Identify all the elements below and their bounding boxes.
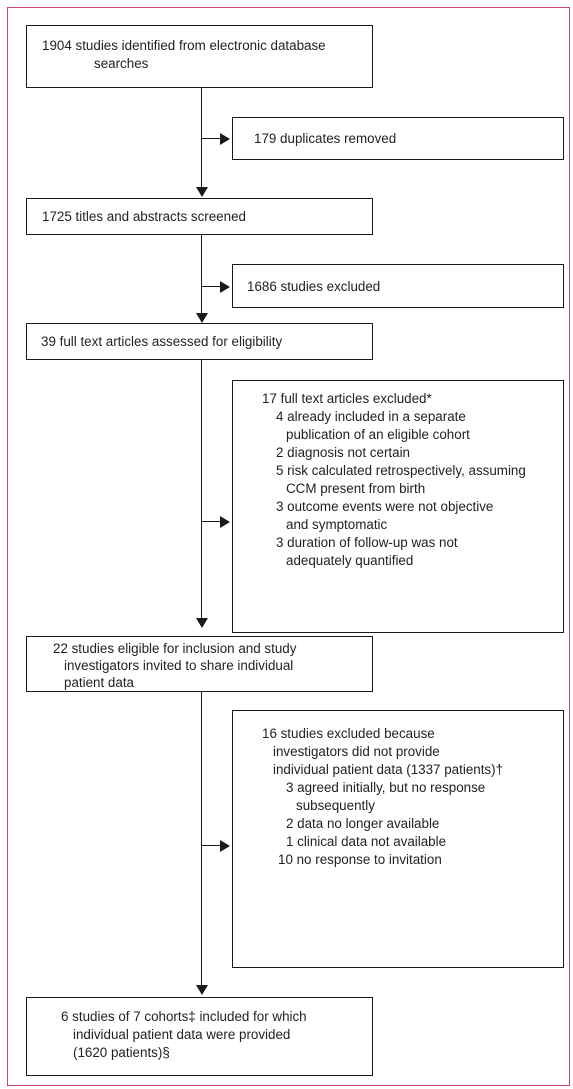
ipd-excluded-line: 3 agreed initially, but no response: [286, 780, 486, 795]
included-line-2: individual patient data were provided: [73, 1027, 291, 1042]
ipd-excluded-line: 2 data no longer available: [286, 816, 440, 831]
box-duplicates: 179 duplicates removed: [232, 117, 564, 160]
fulltext-excluded-item: 3 outcome events were not objective: [276, 499, 494, 514]
branch-line-ipd-excluded: [201, 845, 221, 847]
branch-line-excluded-screen: [201, 286, 221, 288]
arrow-right-ipd-excluded: [220, 840, 230, 852]
identified-line-2: searches: [94, 56, 149, 71]
fulltext-excluded-item: adequately quantified: [286, 553, 414, 568]
eligible-line-3: patient data: [64, 675, 134, 690]
ipd-excluded-line: investigators did not provide: [273, 744, 440, 759]
ipd-excluded-line: 10 no response to invitation: [278, 852, 442, 867]
arrow-down-3: [195, 618, 208, 628]
arrow-right-duplicates: [220, 133, 230, 145]
box-eligible: 22 studies eligible for inclusion and st…: [26, 636, 373, 692]
box-screened: 1725 titles and abstracts screened: [26, 198, 373, 235]
arrow-right-excluded-screen: [220, 281, 230, 293]
figure-frame: [7, 7, 570, 1086]
ipd-excluded-line: individual patient data (1337 patients)†: [273, 762, 504, 777]
fulltext-excluded-item: 4 already included in a separate: [276, 409, 466, 424]
ipd-excluded-line: subsequently: [296, 798, 375, 813]
included-line-3: (1620 patients)§: [73, 1045, 170, 1060]
box-fulltext: 39 full text articles assessed for eligi…: [26, 323, 373, 360]
fulltext-excluded-item: and symptomatic: [286, 517, 388, 532]
eligible-line-2: investigators invited to share individua…: [64, 658, 294, 673]
branch-line-duplicates: [201, 138, 221, 140]
ipd-excluded-line: 1 clinical data not available: [286, 834, 447, 849]
excluded-screen-line-1: 1686 studies excluded: [247, 279, 381, 294]
box-fulltext-excluded: 17 full text articles excluded* 4 alread…: [232, 380, 564, 633]
connector-main-1: [201, 87, 203, 187]
screened-line-1: 1725 titles and abstracts screened: [42, 209, 246, 224]
fulltext-excluded-item: publication of an eligible cohort: [286, 427, 470, 442]
box-included: 6 studies of 7 cohorts‡ included for whi…: [26, 997, 373, 1076]
eligible-line-1: 22 studies eligible for inclusion and st…: [53, 641, 297, 656]
arrow-down-1: [195, 187, 208, 197]
fulltext-excluded-header: 17 full text articles excluded*: [262, 391, 432, 406]
box-excluded-screen: 1686 studies excluded: [232, 264, 564, 308]
connector-main-4: [201, 691, 203, 985]
duplicates-line-1: 179 duplicates removed: [254, 131, 397, 146]
box-ipd-excluded: 16 studies excluded because investigator…: [232, 710, 564, 968]
arrow-down-4: [195, 985, 208, 995]
included-line-1: 6 studies of 7 cohorts‡ included for whi…: [61, 1009, 307, 1024]
connector-main-3: [201, 359, 203, 618]
fulltext-excluded-item: 3 duration of follow-up was not: [276, 535, 458, 550]
arrow-right-fulltext-excluded: [220, 516, 230, 528]
fulltext-excluded-item: 2 diagnosis not certain: [276, 445, 410, 460]
connector-main-2: [201, 234, 203, 313]
identified-line-1: 1904 studies identified from electronic …: [42, 38, 326, 53]
fulltext-excluded-item: CCM present from birth: [286, 481, 426, 496]
fulltext-excluded-item: 5 risk calculated retrospectively, assum…: [276, 463, 526, 478]
arrow-down-2: [195, 313, 208, 323]
ipd-excluded-line: 16 studies excluded because: [262, 726, 435, 741]
branch-line-fulltext-excluded: [201, 521, 221, 523]
box-identified: 1904 studies identified from electronic …: [26, 25, 373, 88]
fulltext-line-1: 39 full text articles assessed for eligi…: [41, 334, 283, 349]
